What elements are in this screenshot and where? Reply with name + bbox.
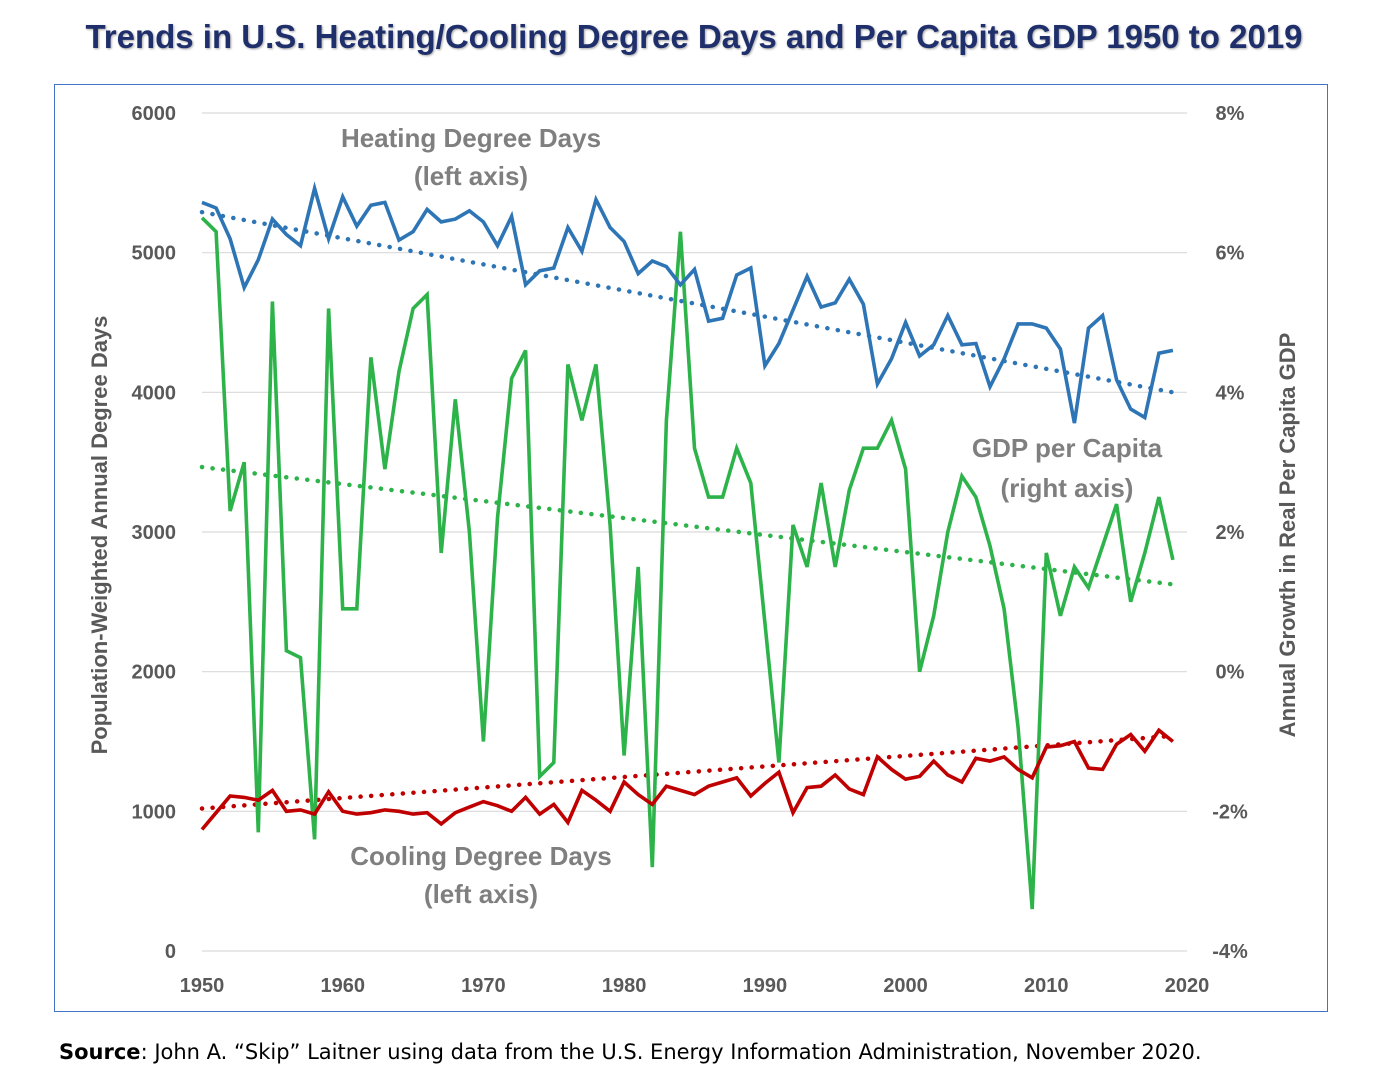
y-tick-label: 0 [165, 941, 176, 963]
cooling-annotation-line2: (left axis) [424, 879, 538, 909]
gdp-annotation-line1: GDP per Capita [972, 433, 1163, 463]
gdp-annotation-line2: (right axis) [1001, 473, 1134, 503]
gdp-trendline [199, 464, 1176, 587]
y2-tick-label: 0% [1216, 662, 1245, 684]
source-label: Source [59, 1040, 141, 1064]
x-tick-label: 1990 [743, 975, 788, 997]
y2-tick-label: 8% [1216, 103, 1245, 125]
x-tick-label: 2010 [1024, 975, 1069, 997]
series-lines [200, 181, 1175, 910]
heating-annotation-line2: (left axis) [414, 161, 528, 191]
source-text: : John A. “Skip” Laitner using data from… [140, 1040, 1202, 1064]
y2-axis-title: Annual Growth in Real Per Capita GDP [1275, 333, 1300, 738]
gridlines [202, 112, 1187, 952]
annotations: Heating Degree Days (left axis) GDP per … [341, 123, 1163, 909]
heating-annotation-line1: Heating Degree Days [341, 123, 601, 153]
x-tick-label: 2000 [883, 975, 928, 997]
y-axis-title: Population-Weighted Annual Degree Days [87, 316, 112, 755]
y-tick-label: 5000 [132, 243, 177, 265]
chart-frame: 0 1000 2000 3000 4000 5000 6000 -4% -2% 0% 2% 4% 6% 8… [54, 84, 1328, 1012]
x-tick-label: 2020 [1165, 975, 1210, 997]
source-note: Source: John A. “Skip” Laitner using dat… [59, 1040, 1202, 1064]
trendlines [199, 209, 1176, 811]
y-tick-label: 6000 [132, 103, 177, 125]
y2-tick-label: 6% [1216, 243, 1245, 265]
cooling-trendline [199, 733, 1176, 811]
chart-svg: 0 1000 2000 3000 4000 5000 6000 -4% -2% 0% 2% 4% 6% 8… [87, 103, 1300, 997]
y2-tick-label: -4% [1212, 941, 1248, 963]
y2-tick-label: 2% [1216, 522, 1245, 544]
y-tick-label: 1000 [132, 801, 177, 823]
y2-tick-label: 4% [1216, 382, 1245, 404]
chart-title: Trends in U.S. Heating/Cooling Degree Da… [85, 18, 1303, 55]
tick-labels: 0 1000 2000 3000 4000 5000 6000 -4% -2% 0% 2% 4% 6% 8… [132, 103, 1248, 997]
y-tick-label: 2000 [132, 662, 177, 684]
x-tick-label: 1960 [320, 975, 365, 997]
cooling-series-line [200, 727, 1175, 831]
x-tick-label: 1950 [180, 975, 225, 997]
heating-series-line [201, 181, 1174, 424]
gdp-series-line [200, 216, 1175, 910]
y-tick-label: 3000 [132, 522, 177, 544]
x-tick-label: 1970 [461, 975, 506, 997]
y-tick-label: 4000 [132, 382, 177, 404]
x-tick-label: 1980 [602, 975, 647, 997]
y2-tick-label: -2% [1212, 801, 1248, 823]
cooling-annotation-line1: Cooling Degree Days [350, 841, 612, 871]
